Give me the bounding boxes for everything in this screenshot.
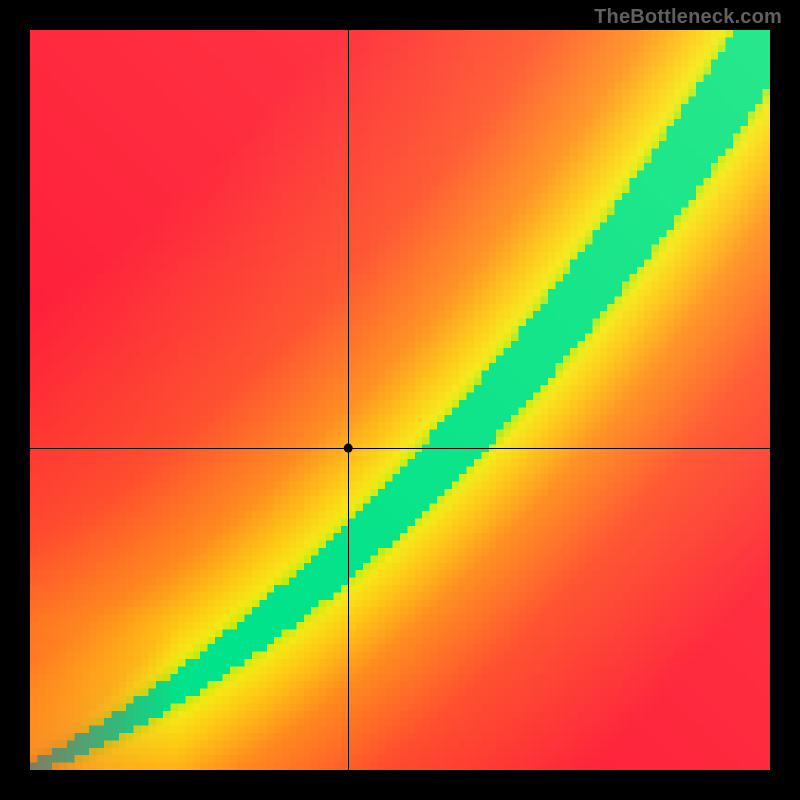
watermark-text: TheBottleneck.com — [594, 6, 782, 29]
chart-container: { "watermark": { "text": "TheBottleneck.… — [0, 0, 800, 800]
crosshair-overlay — [30, 30, 770, 770]
